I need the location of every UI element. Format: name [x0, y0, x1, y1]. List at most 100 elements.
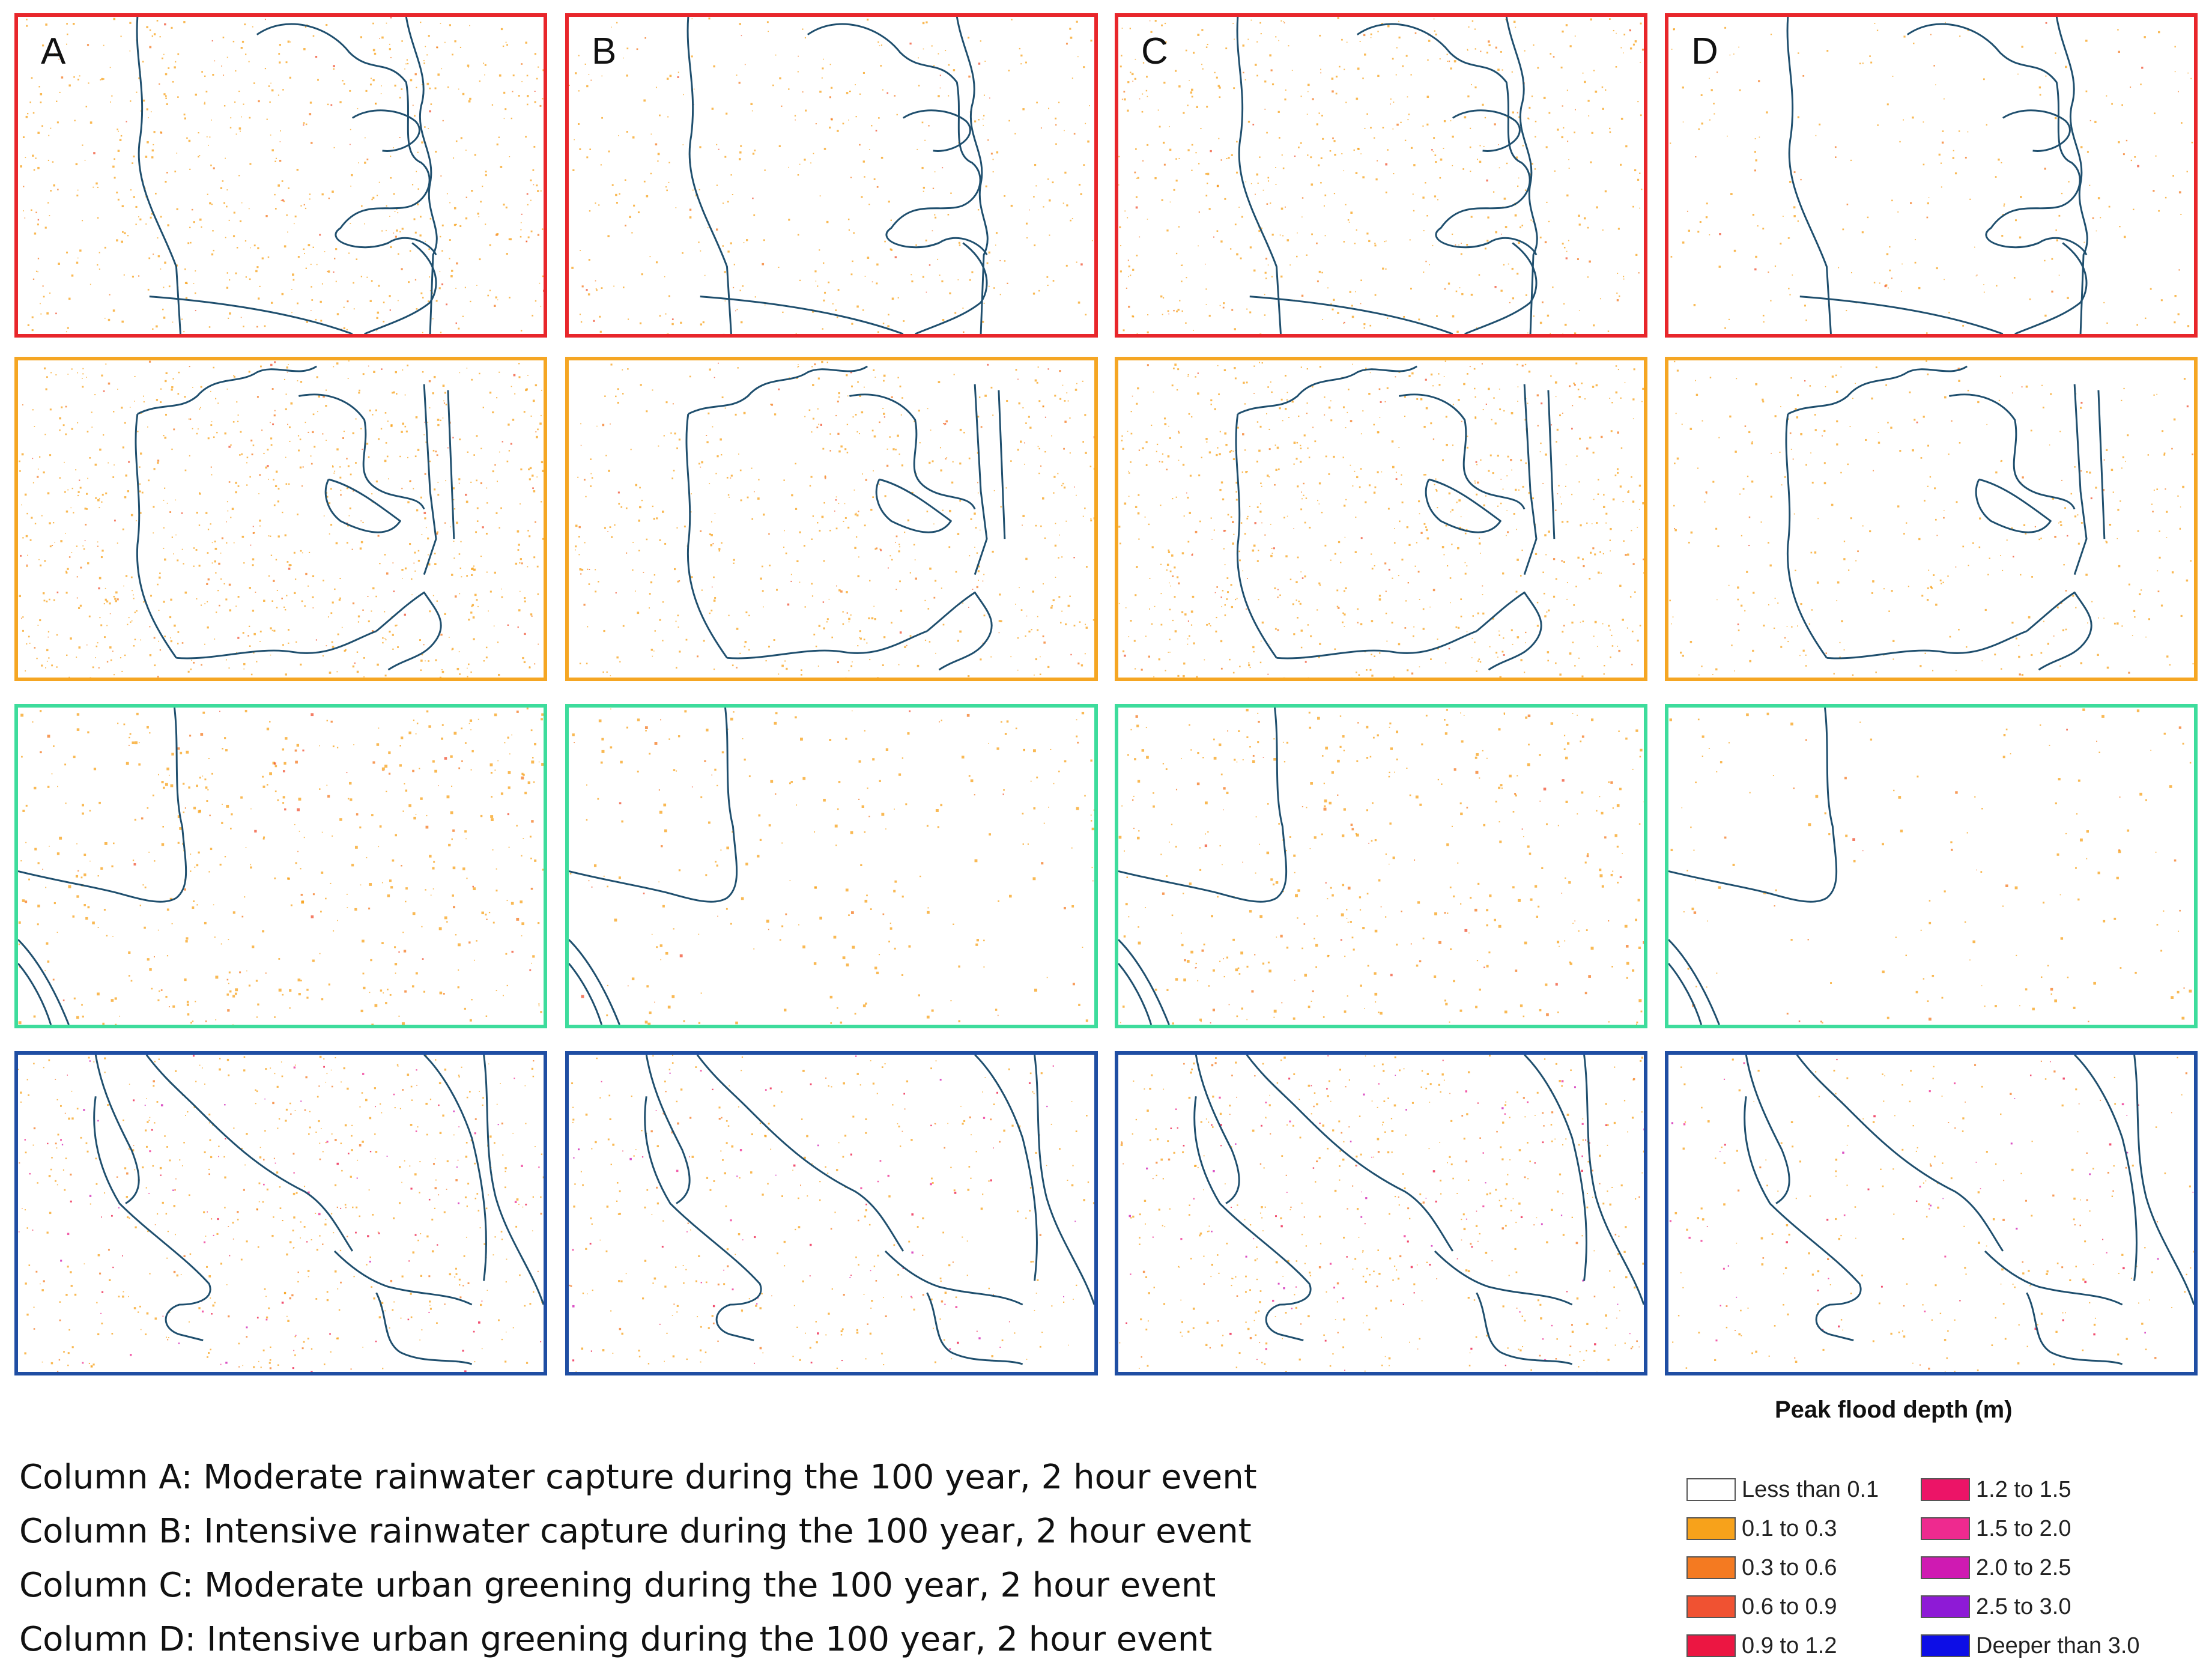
legend-label: Deeper than 3.0 — [1976, 1633, 2140, 1658]
flood-depth-cells — [1669, 360, 2194, 676]
column-letter-d: D — [1691, 31, 1718, 72]
flood-depth-map — [1118, 17, 1644, 334]
flood-depth-cells — [18, 708, 544, 1025]
legend-swatch — [1686, 1478, 1736, 1501]
catchment-boundaries — [1118, 708, 1288, 1025]
legend-item: Less than 0.1 — [1686, 1475, 1879, 1505]
caption-column-a: Column A: Moderate rainwater capture dur… — [19, 1458, 1257, 1497]
flood-depth-map — [18, 708, 544, 1025]
flood-depth-cells — [1669, 1057, 2194, 1372]
map-panel-row-red-col-b: B — [565, 13, 1098, 338]
flood-depth-map — [20, 17, 544, 334]
legend-label: 1.2 to 1.5 — [1976, 1476, 2071, 1502]
catchment-boundaries — [1235, 365, 1556, 671]
legend-label: 0.1 to 0.3 — [1742, 1515, 1837, 1541]
flood-depth-map — [569, 708, 1094, 1025]
legend-item: 1.2 to 1.5 — [1921, 1475, 2071, 1505]
flood-depth-cells — [569, 1055, 1094, 1372]
catchment-boundaries — [685, 365, 1006, 671]
catchment-boundaries — [1193, 1055, 1644, 1365]
flood-depth-cells — [1119, 1055, 1644, 1372]
flood-depth-map — [575, 360, 1094, 678]
legend-swatch — [1686, 1595, 1736, 1618]
column-letter-c: C — [1141, 31, 1168, 72]
legend-item: 2.0 to 2.5 — [1921, 1553, 2071, 1583]
map-panel-row-green-col-c — [1115, 704, 1647, 1028]
map-panel-row-blue-col-c — [1115, 1051, 1647, 1375]
map-panel-row-green-col-d — [1665, 704, 2198, 1028]
catchment-boundaries — [1744, 1055, 2194, 1365]
legend-swatch — [1686, 1517, 1736, 1540]
flood-depth-cells — [569, 17, 1093, 334]
flood-depth-map — [19, 360, 544, 678]
map-panel-row-orange-col-a — [14, 357, 547, 681]
map-panel-row-blue-col-a — [14, 1051, 547, 1375]
catchment-boundaries — [569, 708, 738, 1025]
legend-item: 0.3 to 0.6 — [1686, 1553, 1837, 1583]
flood-depth-cells — [575, 360, 1094, 678]
flood-depth-map — [1119, 1055, 1644, 1372]
legend-swatch — [1686, 1634, 1736, 1657]
flood-depth-cells — [18, 1055, 544, 1372]
catchment-boundaries — [1668, 708, 1838, 1025]
legend-item: 0.1 to 0.3 — [1686, 1514, 1837, 1544]
map-panel-row-red-col-d: D — [1665, 13, 2198, 338]
legend-label: 0.6 to 0.9 — [1742, 1594, 1837, 1619]
legend-label: 2.5 to 3.0 — [1976, 1594, 2071, 1619]
flood-depth-map — [1668, 708, 2192, 1025]
caption-column-d: Column D: Intensive urban greening durin… — [19, 1620, 1213, 1659]
flood-depth-cells — [20, 17, 544, 333]
caption-column-b: Column B: Intensive rainwater capture du… — [19, 1512, 1252, 1551]
catchment-boundaries — [1236, 17, 1538, 334]
flood-depth-map — [1670, 17, 2193, 334]
flood-depth-cells — [1118, 360, 1644, 678]
column-letter-b: B — [592, 31, 617, 72]
flood-depth-cells — [1118, 709, 1644, 1025]
column-captions: Column A: Moderate rainwater capture dur… — [19, 1451, 1461, 1667]
map-panel-row-orange-col-b — [565, 357, 1098, 681]
legend-item: 0.6 to 0.9 — [1686, 1592, 1837, 1622]
catchment-boundaries — [1785, 365, 2106, 671]
legend-swatch — [1921, 1478, 1970, 1501]
flood-depth-map — [569, 1055, 1094, 1372]
legend-swatch — [1921, 1517, 1970, 1540]
legend-item: 1.5 to 2.0 — [1921, 1514, 2071, 1544]
legend-swatch — [1921, 1634, 1970, 1657]
catchment-boundaries — [93, 1055, 544, 1365]
catchment-boundaries — [136, 17, 438, 334]
flood-depth-map — [569, 17, 1093, 334]
map-panel-row-green-col-a — [14, 704, 547, 1028]
map-panel-row-orange-col-d — [1665, 357, 2198, 681]
legend-item: 2.5 to 3.0 — [1921, 1592, 2071, 1622]
catchment-boundaries — [1786, 17, 2088, 334]
caption-column-c: Column C: Moderate urban greening during… — [19, 1566, 1216, 1605]
legend-label: 2.0 to 2.5 — [1976, 1554, 2071, 1580]
flood-depth-map — [1118, 708, 1644, 1025]
catchment-boundaries — [135, 365, 455, 671]
flood-depth-cells — [1670, 22, 2193, 334]
legend-swatch — [1921, 1556, 1970, 1579]
legend-label: 1.5 to 2.0 — [1976, 1515, 2071, 1541]
column-letter-a: A — [41, 31, 66, 72]
flood-depth-map — [1669, 1055, 2194, 1372]
legend-label: 0.9 to 1.2 — [1742, 1633, 1837, 1658]
catchment-boundaries — [18, 708, 187, 1025]
catchment-boundaries — [644, 1055, 1094, 1365]
map-panel-row-green-col-b — [565, 704, 1098, 1028]
flood-depth-cells — [19, 360, 544, 678]
flood-depth-cells — [569, 708, 1094, 1025]
legend-item: Deeper than 3.0 — [1921, 1631, 2140, 1661]
flood-depth-map — [1118, 360, 1644, 678]
legend-title: Peak flood depth (m) — [1775, 1397, 2013, 1423]
flood-depth-map — [18, 1055, 544, 1372]
map-panel-row-blue-col-d — [1665, 1051, 2198, 1375]
legend-swatch — [1921, 1595, 1970, 1618]
flood-depth-map — [1669, 360, 2194, 676]
map-panel-row-orange-col-c — [1115, 357, 1647, 681]
map-panel-row-blue-col-b — [565, 1051, 1098, 1375]
catchment-boundaries — [686, 17, 989, 334]
legend-label: 0.3 to 0.6 — [1742, 1554, 1837, 1580]
legend-swatch — [1686, 1556, 1736, 1579]
flood-depth-cells — [1118, 17, 1644, 334]
legend-item: 0.9 to 1.2 — [1686, 1631, 1837, 1661]
